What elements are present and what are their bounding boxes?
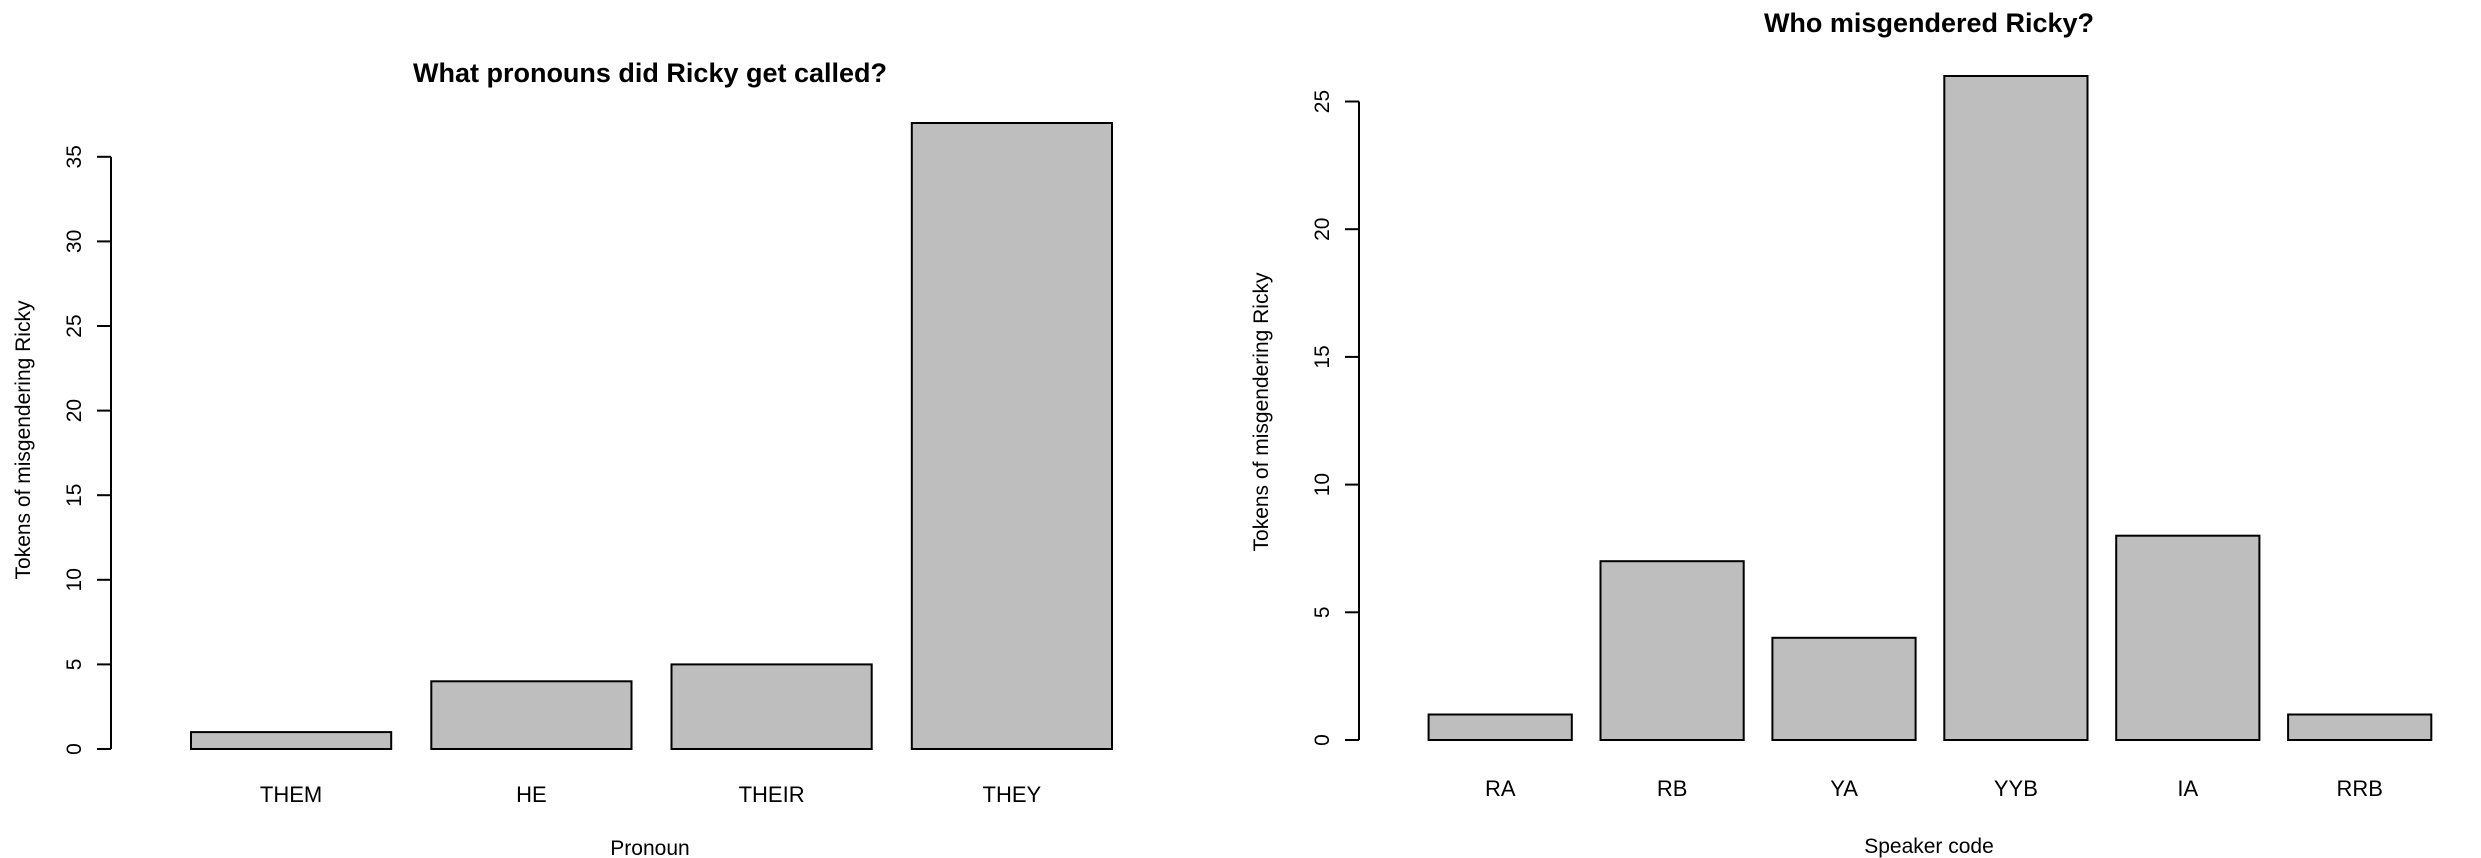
y-tick-label: 10 <box>63 568 86 591</box>
category-label: HE <box>516 782 547 807</box>
y-tick-label: 30 <box>63 230 86 253</box>
bar-rb <box>1601 561 1744 740</box>
bar-ya <box>1772 638 1915 740</box>
category-label: RB <box>1657 776 1688 801</box>
y-tick-label: 5 <box>63 659 86 671</box>
y-tick-label: 15 <box>1311 345 1334 368</box>
y-tick-label: 5 <box>1311 606 1334 618</box>
category-label: THEM <box>260 782 322 807</box>
bar-ia <box>2116 536 2259 740</box>
x-axis-label: Pronoun <box>610 837 689 858</box>
bar-they <box>912 123 1112 749</box>
category-label: YYB <box>1994 776 2038 801</box>
category-label: RRB <box>2336 776 2382 801</box>
y-tick-label: 0 <box>63 743 86 755</box>
x-axis-label: Speaker code <box>1864 835 1994 858</box>
y-tick-label: 0 <box>1311 734 1334 746</box>
y-tick-label: 25 <box>1311 90 1334 113</box>
chart-speakers: Who misgendered Ricky? Speaker code Toke… <box>1250 8 2431 858</box>
category-label: RA <box>1485 776 1516 801</box>
bar-them <box>191 732 391 749</box>
y-tick-label: 10 <box>1311 473 1334 496</box>
chart-title: What pronouns did Ricky get called? <box>413 58 887 88</box>
category-label: YA <box>1830 776 1858 801</box>
y-tick-label: 35 <box>63 145 86 168</box>
bar-he <box>431 681 631 749</box>
bar-ra <box>1429 715 1572 741</box>
y-tick-label: 15 <box>63 484 86 507</box>
chart-pronouns: What pronouns did Ricky get called? Pron… <box>12 58 1112 858</box>
y-tick-label: 20 <box>1311 218 1334 241</box>
category-label: THEIR <box>739 782 805 807</box>
y-axis-label: Tokens of misgendering Ricky <box>1250 272 1273 551</box>
category-label: THEY <box>983 782 1042 807</box>
y-tick-label: 20 <box>63 399 86 422</box>
bar-rrb <box>2288 715 2431 741</box>
y-tick-label: 25 <box>63 314 86 337</box>
y-axis-label: Tokens of misgendering Ricky <box>12 300 35 579</box>
category-label: IA <box>2177 776 2198 801</box>
bar-yyb <box>1944 76 2087 740</box>
bar-their <box>672 664 872 749</box>
chart-title: Who misgendered Ricky? <box>1764 8 2094 38</box>
